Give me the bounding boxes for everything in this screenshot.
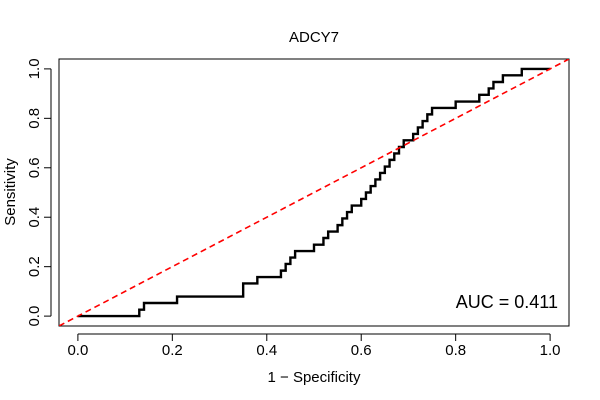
y-tick-label: 0.8 xyxy=(26,108,43,129)
x-tick-label: 0.6 xyxy=(351,342,372,359)
y-tick-label: 0.6 xyxy=(26,157,43,178)
y-tick-label: 1.0 xyxy=(26,58,43,79)
plot-frame xyxy=(58,58,570,327)
auc-annotation: AUC = 0.411 xyxy=(456,292,558,312)
chart-title: ADCY7 xyxy=(289,29,339,46)
reference-line xyxy=(59,59,569,326)
x-tick-label: 0.0 xyxy=(67,342,88,359)
y-axis-label: Sensitivity xyxy=(2,158,19,226)
x-tick-label: 1.0 xyxy=(540,342,561,359)
x-axis-label: 1 − Specificity xyxy=(268,369,361,386)
y-tick-label: 0.2 xyxy=(26,256,43,277)
x-tick-label: 0.4 xyxy=(256,342,277,359)
x-tick-label: 0.8 xyxy=(445,342,466,359)
y-tick-label: 0.4 xyxy=(26,207,43,228)
y-tick-label: 0.0 xyxy=(26,306,43,327)
x-tick-label: 0.2 xyxy=(162,342,183,359)
roc-curve xyxy=(77,67,551,318)
